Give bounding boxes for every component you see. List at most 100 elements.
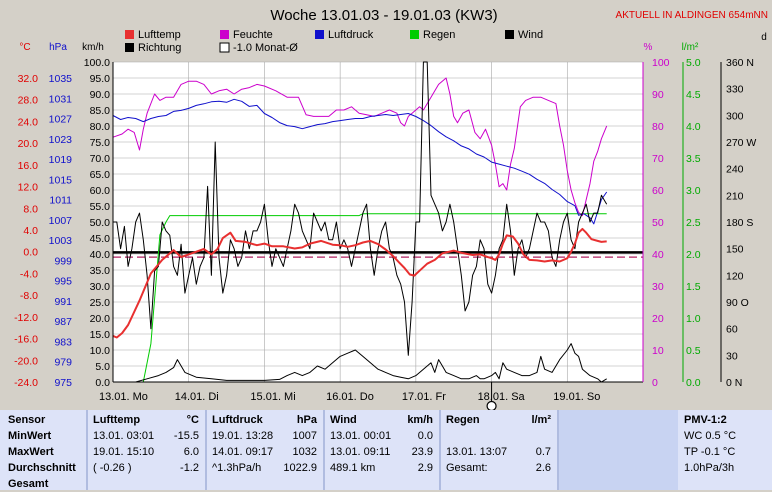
legend-swatch xyxy=(220,30,229,39)
series-line xyxy=(113,61,608,356)
wind-axis-unit: km/h xyxy=(82,42,104,53)
temp-tick: 32.0 xyxy=(18,73,39,85)
wind-tick: 95.0 xyxy=(90,73,111,85)
direction-axis-unit: d xyxy=(761,32,767,43)
humidity-tick: 20 xyxy=(652,313,664,325)
legend-label: Luftdruck xyxy=(328,29,374,41)
direction-tick: 150 xyxy=(726,244,744,256)
x-axis-labels: 13.01. Mo 14.01. Di 15.01. Mi 16.01. Do 17.0… xyxy=(99,382,600,410)
wind-tick: 5.0 xyxy=(95,361,110,373)
rain-tick: 3.5 xyxy=(686,153,701,165)
rain-tick: 0.0 xyxy=(686,377,701,389)
legend: Lufttemp Feuchte Luftdruck Regen Wind Richtun… xyxy=(125,29,543,54)
x-tick-label: 19.01. So xyxy=(553,391,600,403)
temp-tick: -12.0 xyxy=(14,312,38,324)
wind-tick: 25.0 xyxy=(90,297,111,309)
wind-column: Wind km/h 13.01. 00:01 0.0 13.01. 09:11 23.… xyxy=(325,410,441,490)
regen-max-value: 0.7 xyxy=(535,446,551,458)
wind-tick: 30.0 xyxy=(90,281,111,293)
legend-label: -1.0 Monat-Ø xyxy=(233,42,298,54)
rain-tick: 3.0 xyxy=(686,185,701,197)
grid xyxy=(113,61,643,383)
temp-tick: 24.0 xyxy=(18,116,39,128)
regen-total-value: 2.6 xyxy=(535,462,551,474)
pressure-tick: 991 xyxy=(54,296,72,308)
direction-tick: 240 xyxy=(726,164,744,176)
direction-tick: 360 N xyxy=(726,57,754,69)
rain-tick: 1.5 xyxy=(686,281,701,293)
legend-swatch xyxy=(410,30,419,39)
regen-max-time: 13.01. 13:07 xyxy=(446,446,508,458)
series-line xyxy=(113,343,607,383)
legend-swatch xyxy=(219,42,230,53)
temp-tick: 28.0 xyxy=(18,95,39,107)
pmv-head: PMV-1:2 xyxy=(684,414,727,426)
wind-head: Wind xyxy=(330,414,357,426)
sensor-column: Sensor MinWert MaxWert Durchschnitt Gesa… xyxy=(0,410,88,490)
regen-head: Regen xyxy=(446,414,480,426)
spacer-column xyxy=(559,410,676,490)
statistics-panel: Sensor MinWert MaxWert Durchschnitt Gesa… xyxy=(0,410,772,490)
avg-label: Durchschnitt xyxy=(8,462,76,474)
lufttemp-unit: °C xyxy=(186,414,199,426)
time-marker-icon[interactable] xyxy=(486,400,497,411)
legend-label: Regen xyxy=(423,29,455,41)
chart-title: Woche 13.01.03 - 19.01.03 (KW3) xyxy=(270,7,497,24)
legend-item: Lufttemp xyxy=(125,29,181,41)
direction-tick: 210 xyxy=(726,190,744,202)
luftdruck-avg-value: 1022.9 xyxy=(283,462,317,474)
wind-tick: 70.0 xyxy=(90,153,111,165)
max-label: MaxWert xyxy=(8,446,54,458)
lufttemp-min-value: -15.5 xyxy=(173,430,199,442)
humidity-tick: 50 xyxy=(652,217,664,229)
temp-tick: -8.0 xyxy=(20,290,38,302)
rain-tick: 2.5 xyxy=(686,217,701,229)
luftdruck-head: Luftdruck xyxy=(212,414,263,426)
lufttemp-avg-note: ( -0.26 ) xyxy=(93,462,132,474)
lufttemp-min-time: 13.01. 03:01 xyxy=(93,430,155,442)
luftdruck-min-value: 1007 xyxy=(292,430,317,442)
x-tick-label: 18.01. Sa xyxy=(478,391,526,403)
direction-tick: 270 W xyxy=(726,137,756,149)
pressure-tick: 987 xyxy=(54,316,72,328)
wind-tick: 85.0 xyxy=(90,105,111,117)
regen-total-label: Gesamt: xyxy=(446,462,488,474)
legend-item: Regen xyxy=(410,29,455,41)
wind-tick: 35.0 xyxy=(90,265,111,277)
humidity-tick: 90 xyxy=(652,89,664,101)
wind-tick: 0.0 xyxy=(95,377,110,389)
legend-item: Feuchte xyxy=(220,29,273,41)
temp-tick: 20.0 xyxy=(18,138,39,150)
legend-item: Wind xyxy=(505,29,543,41)
legend-swatch xyxy=(125,30,134,39)
pressure-tick: 1011 xyxy=(49,195,72,207)
humidity-tick: 30 xyxy=(652,281,664,293)
wind-tick: 45.0 xyxy=(90,233,111,245)
sensor-head: Sensor xyxy=(8,414,46,426)
legend-swatch xyxy=(505,30,514,39)
legend-label: Wind xyxy=(518,29,543,41)
wind-tick: 60.0 xyxy=(90,185,111,197)
wind-tick: 15.0 xyxy=(90,329,111,341)
legend-swatch xyxy=(125,43,134,52)
pressure-tick: 1035 xyxy=(49,73,73,85)
legend-swatch xyxy=(315,30,324,39)
data-series xyxy=(112,61,643,383)
pmv-column: PMV-1:2 WC 0.5 °C TP -0.1 °C 1.0hPa/3h xyxy=(678,410,772,490)
legend-item: Richtung xyxy=(125,42,181,54)
chart-subtitle: AKTUELL IN ALDINGEN 654mNN xyxy=(616,10,768,21)
luftdruck-trend: ^1.3hPa/h xyxy=(212,462,262,474)
pressure-tick: 1015 xyxy=(49,174,73,186)
x-tick-label: 13.01. Mo xyxy=(99,391,148,403)
temp-tick: 12.0 xyxy=(18,182,39,194)
direction-tick: 180 S xyxy=(726,217,753,229)
legend-label: Lufttemp xyxy=(138,29,181,41)
direction-tick: 330 xyxy=(726,84,744,96)
wind-distance: 489.1 km xyxy=(330,462,376,474)
direction-tick: 30 xyxy=(726,350,738,362)
wind-tick: 40.0 xyxy=(90,249,111,261)
lufttemp-column: Lufttemp °C 13.01. 03:01 -15.5 19.01. 15:1… xyxy=(88,410,207,490)
rain-tick: 4.5 xyxy=(686,89,701,101)
rain-tick: 0.5 xyxy=(686,345,701,357)
luftdruck-max-time: 14.01. 09:17 xyxy=(212,446,274,458)
